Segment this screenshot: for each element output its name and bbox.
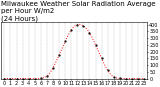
Text: Milwaukee Weather Solar Radiation Average
per Hour W/m2
(24 Hours): Milwaukee Weather Solar Radiation Averag… — [1, 1, 156, 22]
